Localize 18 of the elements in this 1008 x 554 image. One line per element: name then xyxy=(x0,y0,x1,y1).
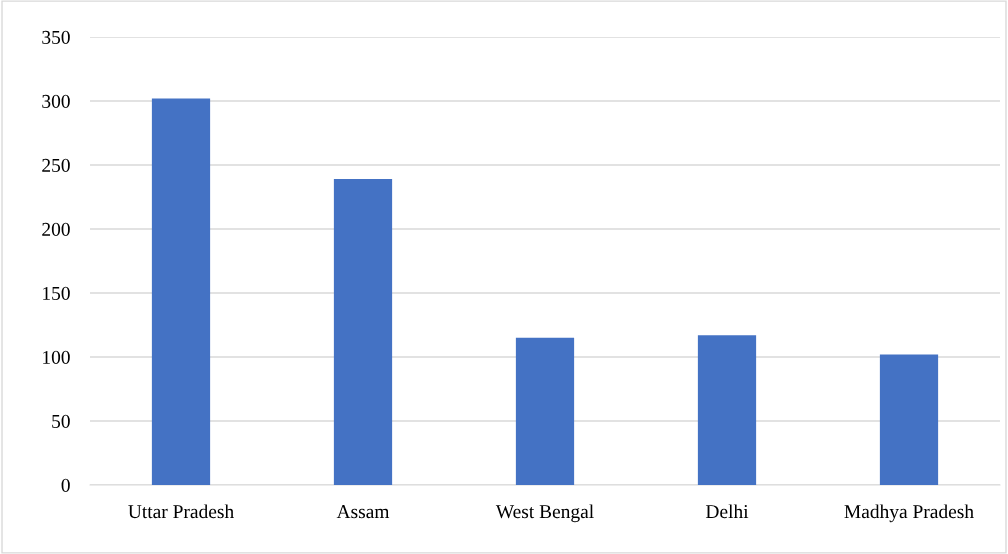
y-tick-label: 0 xyxy=(61,478,70,492)
bar xyxy=(333,179,393,485)
y-tick-label: 100 xyxy=(43,350,70,364)
y-tick-label: 200 xyxy=(42,222,70,236)
y-tick-label: 350 xyxy=(42,30,70,44)
x-tick-label: West Bengal xyxy=(495,504,594,523)
bar xyxy=(879,354,939,485)
bar xyxy=(697,335,757,485)
y-tick-label: 300 xyxy=(42,94,70,108)
bar xyxy=(515,337,575,485)
x-tick-label: Madhya Pradesh xyxy=(844,504,974,523)
x-tick-label: Assam xyxy=(336,505,390,519)
x-tick-label: Uttar Pradesh xyxy=(128,504,234,519)
y-tick-label: 250 xyxy=(42,158,70,172)
x-tick-label: Delhi xyxy=(705,504,749,519)
y-tick-label: 150 xyxy=(43,286,70,300)
y-tick-label: 50 xyxy=(52,414,70,428)
bar xyxy=(151,98,211,485)
